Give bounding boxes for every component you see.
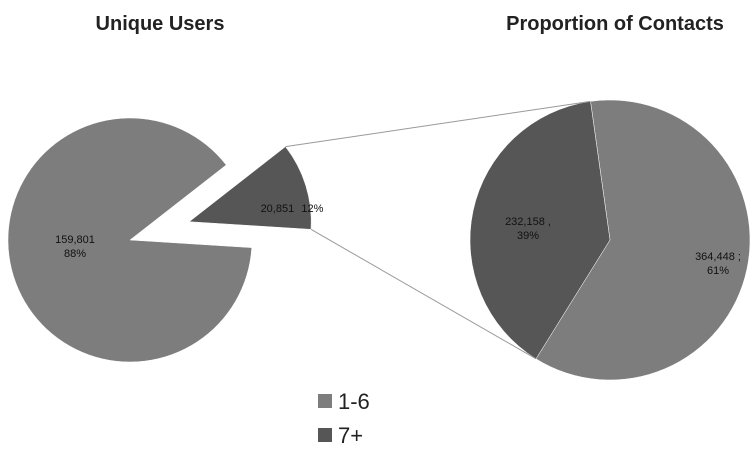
percent-label: 39% bbox=[517, 230, 539, 242]
value-label: 364,448 ; bbox=[695, 251, 741, 263]
chart-title: Proportion of Contacts bbox=[506, 13, 724, 35]
pie-slice bbox=[535, 99, 751, 381]
value-label: 232,158 , bbox=[505, 216, 551, 228]
legend-label: 7+ bbox=[338, 423, 363, 448]
value-label: 20,851 bbox=[261, 203, 295, 215]
legend-label: 1-6 bbox=[338, 389, 370, 414]
connector-line bbox=[285, 100, 591, 148]
pie-slice bbox=[7, 117, 253, 363]
data-label: 20,851 12% bbox=[261, 203, 324, 215]
legend-swatch bbox=[318, 428, 332, 442]
data-label: 159,801 88% bbox=[55, 234, 95, 260]
percent-label: 88% bbox=[64, 248, 86, 260]
percent-label: 12% bbox=[301, 203, 323, 215]
data-label: 364,448 ; 61% bbox=[695, 251, 741, 277]
chart-title: Unique Users bbox=[96, 13, 225, 35]
pie-slice bbox=[188, 146, 312, 230]
percent-label: 61% bbox=[707, 265, 729, 277]
value-label: 159,801 bbox=[55, 234, 95, 246]
connector-line bbox=[310, 228, 537, 360]
data-label: 232,158 , 39% bbox=[505, 216, 551, 242]
legend-swatch bbox=[318, 394, 332, 408]
pie-slice bbox=[469, 101, 611, 360]
